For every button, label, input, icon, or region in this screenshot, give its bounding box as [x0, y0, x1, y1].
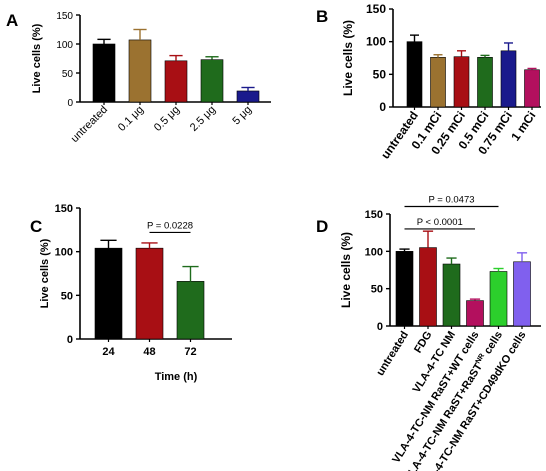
x-axis-label: Time (h): [155, 371, 198, 383]
x-tick-label: 24: [102, 346, 115, 358]
bar: [489, 271, 508, 327]
p-value-label: P < 0.0001: [417, 217, 463, 228]
bar: [430, 57, 446, 108]
bar: [442, 263, 461, 327]
panel-A: A 0 50 100 150 Live cells (%) untreated 0.1 μg 0…: [6, 11, 271, 145]
x-tick-label: 1 mCi: [508, 109, 538, 144]
y-tick-label: 50: [61, 290, 73, 302]
p-value-label: P = 0.0228: [147, 220, 193, 231]
bar: [406, 41, 423, 108]
y-axis-label: Live cells (%): [39, 238, 51, 308]
x-tick-label: untreated: [69, 104, 110, 145]
bar: [524, 69, 540, 108]
bar: [477, 57, 493, 108]
y-tick-label: 150: [56, 11, 73, 22]
bar: [395, 251, 414, 327]
x-tick-label: 72: [184, 346, 196, 358]
bar: [92, 43, 116, 103]
y-tick-label: 0: [67, 98, 73, 109]
bar: [176, 281, 205, 340]
y-tick-label: 50: [62, 69, 74, 80]
y-tick-label: 50: [373, 67, 387, 81]
bar: [200, 59, 224, 103]
bar: [128, 39, 152, 103]
x-tick-label: 2.5 μg: [188, 104, 218, 134]
x-tick-label: 0.1 μg: [116, 104, 146, 134]
bar: [466, 300, 484, 327]
x-tick-label: 48: [143, 346, 155, 358]
x-tick-label: 5 μg: [230, 104, 254, 128]
y-axis-label: Live cells (%): [31, 23, 43, 93]
y-axis-label: Live cells (%): [339, 232, 353, 308]
x-tick-label: 0.5 μg: [152, 104, 182, 134]
p-value-label: P = 0.0473: [428, 195, 474, 206]
bar: [236, 90, 260, 103]
panel-C: C 0 50 100 150 Live cells (%) 24 48 72 Time (h) P …: [30, 203, 232, 383]
panel-letter: A: [6, 11, 18, 30]
x-tick-label: FDG: [412, 329, 434, 355]
y-tick-label: 150: [55, 203, 73, 215]
bar: [453, 56, 470, 108]
bar: [94, 247, 123, 340]
y-axis-label: Live cells (%): [341, 20, 355, 96]
bar: [513, 261, 531, 327]
y-tick-label: 100: [366, 35, 386, 49]
y-tick-label: 50: [371, 284, 383, 296]
bar: [500, 50, 517, 108]
bar: [164, 60, 188, 103]
panel-letter: D: [316, 217, 328, 236]
y-tick-label: 0: [379, 100, 386, 114]
bar: [419, 247, 437, 327]
panel-letter: C: [30, 217, 42, 236]
bar: [135, 247, 164, 340]
y-tick-label: 0: [67, 334, 73, 346]
x-tick-label: untreated: [374, 329, 411, 378]
y-tick-label: 0: [377, 321, 383, 333]
y-tick-label: 150: [366, 2, 386, 16]
y-tick-label: 100: [365, 246, 383, 258]
y-tick-label: 150: [365, 209, 383, 221]
panel-letter: B: [316, 7, 328, 26]
y-tick-label: 100: [56, 40, 73, 51]
y-tick-label: 100: [55, 247, 73, 259]
